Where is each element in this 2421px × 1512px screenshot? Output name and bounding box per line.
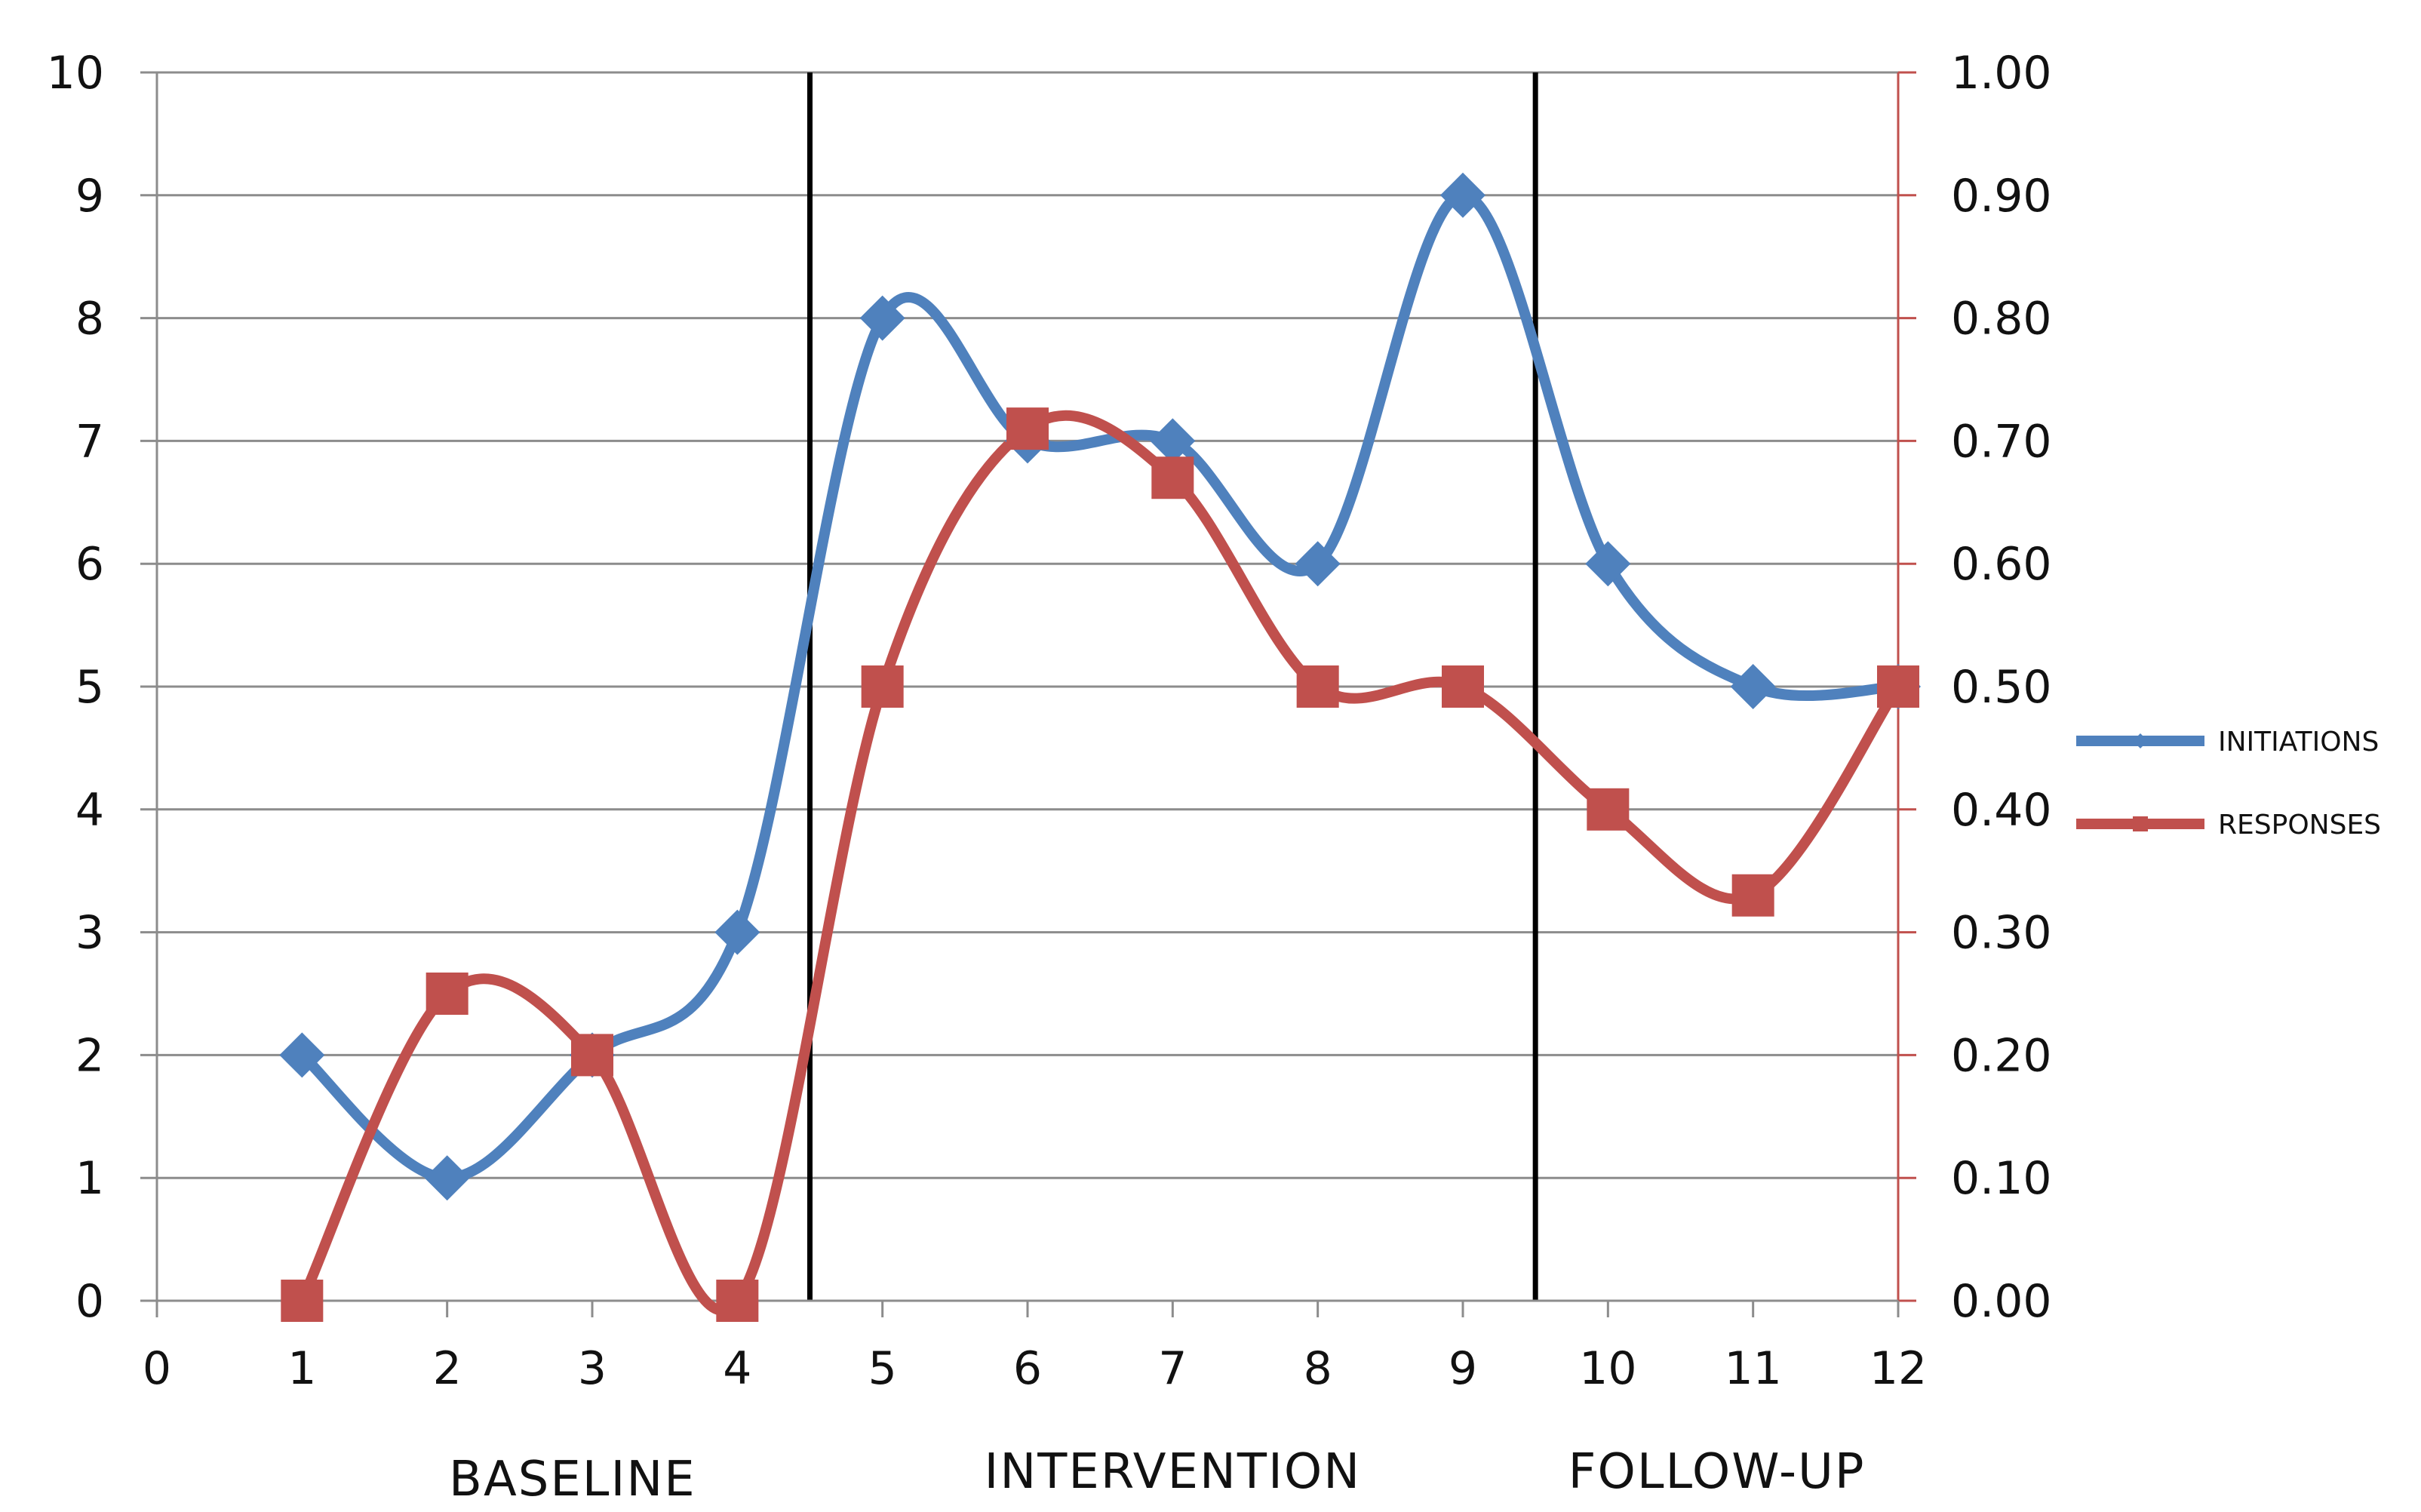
data-point-responses bbox=[426, 973, 469, 1015]
y-right-tick-label: 0.60 bbox=[1951, 538, 2052, 591]
data-point-responses bbox=[861, 665, 904, 708]
data-point-responses bbox=[1151, 456, 1194, 499]
data-point-initiations bbox=[1585, 541, 1631, 587]
data-point-initiations bbox=[279, 1032, 325, 1078]
x-tick-label: 6 bbox=[1013, 1342, 1042, 1395]
data-point-initiations bbox=[1440, 172, 1485, 218]
x-tick-label: 1 bbox=[287, 1342, 316, 1395]
y-left-tick-label: 1 bbox=[75, 1152, 104, 1205]
y-right-tick-label: 0.00 bbox=[1951, 1275, 2052, 1328]
data-point-initiations bbox=[714, 909, 760, 955]
series-lines bbox=[296, 189, 1903, 1316]
legend-label: RESPONSES bbox=[2218, 810, 2381, 841]
tick-labels: 0123456789100.000.100.200.300.400.500.60… bbox=[47, 47, 2052, 1395]
data-point-initiations bbox=[1150, 418, 1196, 464]
axes bbox=[140, 71, 1916, 1317]
x-tick-label: 2 bbox=[433, 1342, 462, 1395]
x-tick-label: 5 bbox=[868, 1342, 897, 1395]
data-point-responses bbox=[1731, 874, 1774, 917]
x-tick-label: 3 bbox=[578, 1342, 607, 1395]
x-tick-label: 4 bbox=[723, 1342, 751, 1395]
phase-labels: BASELINE INTERVENTION FOLLOW-UP bbox=[449, 1444, 1866, 1507]
y-left-tick-label: 0 bbox=[75, 1275, 104, 1328]
data-point-initiations bbox=[1295, 541, 1341, 587]
y-left-tick-label: 10 bbox=[47, 47, 104, 100]
x-tick-label: 0 bbox=[143, 1342, 171, 1395]
data-point-responses bbox=[1296, 665, 1339, 708]
y-left-tick-label: 2 bbox=[75, 1029, 104, 1082]
phase-change-lines bbox=[807, 72, 1538, 1301]
legend-marker-diamond bbox=[2133, 733, 2148, 748]
y-right-tick-label: 0.10 bbox=[1951, 1152, 2052, 1205]
data-point-responses bbox=[1877, 665, 1919, 708]
y-left-tick-label: 5 bbox=[75, 661, 104, 714]
y-left-tick-label: 9 bbox=[75, 170, 104, 223]
data-point-responses bbox=[281, 1280, 324, 1322]
data-point-responses bbox=[716, 1280, 759, 1322]
x-tick-label: 12 bbox=[1870, 1342, 1927, 1395]
phase-label: BASELINE bbox=[449, 1452, 696, 1507]
y-left-tick-label: 8 bbox=[75, 293, 104, 346]
data-point-initiations bbox=[859, 295, 905, 341]
y-right-tick-label: 0.50 bbox=[1951, 661, 2052, 714]
phase-label: FOLLOW-UP bbox=[1568, 1444, 1866, 1500]
y-right-tick-label: 1.00 bbox=[1951, 47, 2052, 100]
legend-label: INITIATIONS bbox=[2218, 727, 2379, 758]
data-point-responses bbox=[1442, 665, 1484, 708]
y-right-tick-label: 0.20 bbox=[1951, 1029, 2052, 1082]
y-right-tick-label: 0.70 bbox=[1951, 415, 2052, 468]
legend: INITIATIONS RESPONSES bbox=[2076, 727, 2381, 841]
grid-lines bbox=[157, 71, 1898, 1179]
phase-label: INTERVENTION bbox=[985, 1444, 1362, 1500]
data-point-initiations bbox=[424, 1155, 470, 1201]
x-tick-label: 11 bbox=[1724, 1342, 1781, 1395]
y-left-tick-label: 4 bbox=[75, 784, 104, 837]
y-left-tick-label: 3 bbox=[75, 907, 104, 960]
series-line-responses bbox=[296, 410, 1903, 1316]
x-tick-label: 7 bbox=[1158, 1342, 1187, 1395]
data-point-responses bbox=[1006, 407, 1049, 450]
legend-marker-square bbox=[2133, 816, 2148, 831]
x-tick-label: 10 bbox=[1579, 1342, 1636, 1395]
x-tick-label: 8 bbox=[1304, 1342, 1332, 1395]
y-left-tick-label: 6 bbox=[75, 538, 104, 591]
y-right-tick-label: 0.80 bbox=[1951, 293, 2052, 346]
y-right-tick-label: 0.90 bbox=[1951, 170, 2052, 223]
series-markers bbox=[279, 172, 1921, 1322]
y-right-tick-label: 0.30 bbox=[1951, 907, 2052, 960]
x-tick-label: 9 bbox=[1449, 1342, 1477, 1395]
y-right-tick-label: 0.40 bbox=[1951, 784, 2052, 837]
data-point-initiations bbox=[1730, 664, 1776, 709]
data-point-responses bbox=[571, 1034, 613, 1077]
y-left-tick-label: 7 bbox=[75, 415, 104, 468]
data-point-responses bbox=[1587, 788, 1630, 831]
